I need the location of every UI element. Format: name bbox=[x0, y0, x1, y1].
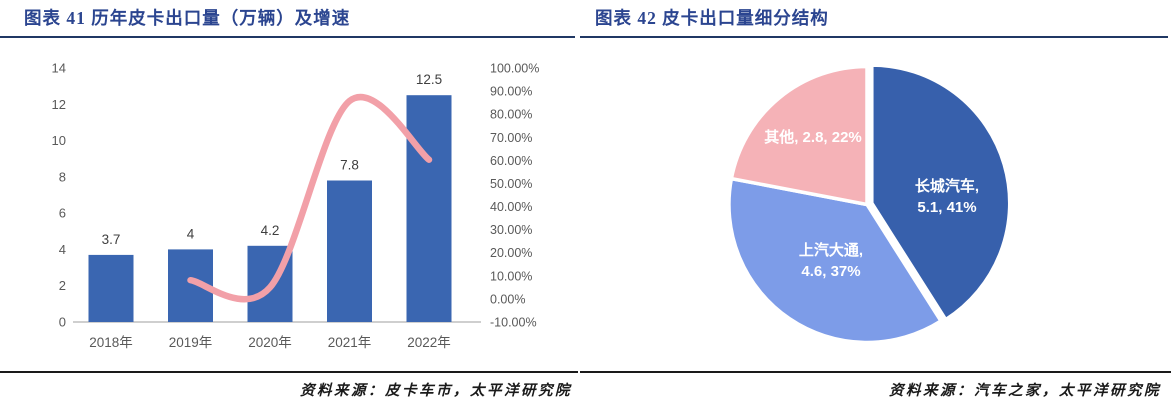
pie-chart: 长城汽车, 5.1, 41% 上汽大通, 4.6, 37% 其他, 2.8, 22% bbox=[727, 63, 1012, 345]
right-axis-tick: 100.00% bbox=[490, 62, 539, 76]
right-axis-tick: -10.00% bbox=[490, 316, 537, 330]
chart41-title: 图表 41 历年皮卡出口量（万辆）及增速 bbox=[0, 5, 575, 38]
bar-value-label: 4.2 bbox=[261, 223, 280, 238]
bar-2022年 bbox=[406, 95, 452, 322]
chart42-title: 图表 42 皮卡出口量细分结构 bbox=[580, 5, 1168, 38]
x-axis-label: 2022年 bbox=[407, 335, 451, 350]
bar-line-chart: 14 12 10 8 6 4 2 0 100.00% 90.00% 80.00% 70.00% 60.0… bbox=[52, 61, 540, 351]
left-axis-tick: 10 bbox=[52, 133, 66, 148]
right-axis-tick: 40.00% bbox=[490, 200, 532, 214]
x-axis-label: 2021年 bbox=[328, 335, 372, 350]
right-axis-tick: 50.00% bbox=[490, 177, 532, 191]
pie-slice-label: 其他, 2.8, 22% bbox=[764, 128, 862, 146]
x-axis-label: 2019年 bbox=[169, 335, 213, 350]
right-axis-tick: 0.00% bbox=[490, 292, 525, 306]
pie-slice-1 bbox=[727, 176, 943, 345]
right-axis-tick: 20.00% bbox=[490, 246, 532, 260]
right-axis-tick: 30.00% bbox=[490, 223, 532, 237]
left-axis-tick: 6 bbox=[59, 206, 66, 221]
pie-slice-2 bbox=[729, 64, 869, 207]
right-axis-tick: 10.00% bbox=[490, 269, 532, 283]
right-axis-tick: 70.00% bbox=[490, 131, 532, 145]
bar-2018年 bbox=[88, 254, 134, 322]
pie-slice-0 bbox=[870, 63, 1012, 322]
chart42-panel: 图表 42 皮卡出口量细分结构 长城汽车, 5.1, 41% 上汽大通, 4.6, 3… bbox=[580, 0, 1171, 411]
x-axis-label: 2018年 bbox=[89, 335, 133, 350]
chart41-bottom-rule bbox=[0, 371, 578, 373]
right-axis-tick: 90.00% bbox=[490, 85, 532, 99]
right-axis-tick: 80.00% bbox=[490, 108, 532, 122]
bar-value-label: 4 bbox=[187, 226, 195, 241]
pie-slice-label: 长城汽车, bbox=[915, 177, 979, 195]
left-axis-tick: 2 bbox=[59, 278, 66, 293]
bar-2021年 bbox=[327, 180, 372, 322]
x-axis-label: 2020年 bbox=[248, 335, 292, 350]
left-axis-tick: 0 bbox=[59, 315, 66, 330]
left-axis-tick: 14 bbox=[52, 61, 66, 76]
pie-slice-label: 4.6, 37% bbox=[801, 263, 860, 280]
bar-value-label: 12.5 bbox=[416, 72, 442, 87]
pie-slice-label: 5.1, 41% bbox=[917, 199, 976, 216]
bar-value-label: 3.7 bbox=[102, 232, 121, 247]
left-axis-tick: 4 bbox=[59, 242, 66, 257]
left-axis-tick: 8 bbox=[59, 169, 66, 184]
chart41-panel: 图表 41 历年皮卡出口量（万辆）及增速 14 12 10 8 6 4 2 0 100.00% 9… bbox=[0, 0, 578, 411]
bar-value-label: 7.8 bbox=[340, 158, 359, 173]
left-axis-tick: 12 bbox=[52, 97, 66, 112]
growth-line bbox=[187, 94, 433, 303]
pie-slice-label: 上汽大通, bbox=[799, 241, 863, 259]
right-axis-tick: 60.00% bbox=[490, 154, 532, 168]
chart42-bottom-rule bbox=[580, 371, 1171, 373]
chart41-source: 资料来源：皮卡车市，太平洋研究院 bbox=[300, 383, 572, 399]
chart42-source: 资料来源：汽车之家，太平洋研究院 bbox=[889, 383, 1161, 399]
